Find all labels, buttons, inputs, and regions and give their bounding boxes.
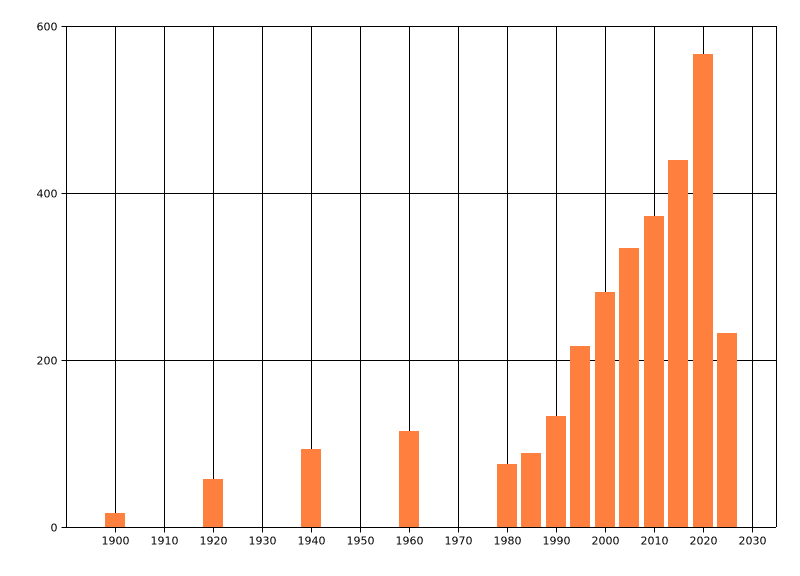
bar-1920	[203, 479, 223, 527]
y-tick-label: 200	[37, 355, 58, 368]
bar-1900	[105, 513, 125, 527]
y-tick-label: 0	[51, 522, 58, 535]
x-tick-label: 2020	[690, 535, 718, 548]
y-tick-label: 600	[37, 21, 58, 34]
x-tick-label: 1930	[249, 535, 277, 548]
axes	[66, 26, 776, 528]
x-tick-label: 1950	[347, 535, 375, 548]
bar-2005	[619, 248, 639, 527]
x-tick-label: 1970	[445, 535, 473, 548]
x-tick-label: 1910	[151, 535, 179, 548]
bar-1990	[546, 416, 566, 527]
y-tick-label: 400	[37, 188, 58, 201]
bar-1960	[399, 431, 419, 527]
bar-2010	[644, 216, 664, 527]
x-tick-label: 2030	[739, 535, 767, 548]
x-tick-label: 2000	[592, 535, 620, 548]
bar-1985	[521, 453, 541, 527]
x-tick-label: 1940	[298, 535, 326, 548]
x-axis-ticks: 1900 1910 1920 1930 1940 1950 1960 1970 1980 1990…	[102, 527, 767, 548]
x-tick-label: 1900	[102, 535, 130, 548]
bar-1940	[301, 449, 321, 527]
y-axis-ticks: 0 200 400 600	[37, 21, 67, 535]
bar-1995	[570, 346, 590, 527]
bar-2020	[693, 54, 713, 527]
bars	[105, 54, 737, 527]
bar-2000	[595, 292, 615, 527]
x-tick-label: 1980	[494, 535, 522, 548]
x-tick-label: 1920	[200, 535, 228, 548]
x-tick-label: 1990	[543, 535, 571, 548]
bar-2015	[668, 160, 688, 527]
bar-2025	[717, 333, 737, 527]
x-tick-label: 2010	[641, 535, 669, 548]
bar-1980	[497, 464, 517, 527]
x-tick-label: 1960	[396, 535, 424, 548]
